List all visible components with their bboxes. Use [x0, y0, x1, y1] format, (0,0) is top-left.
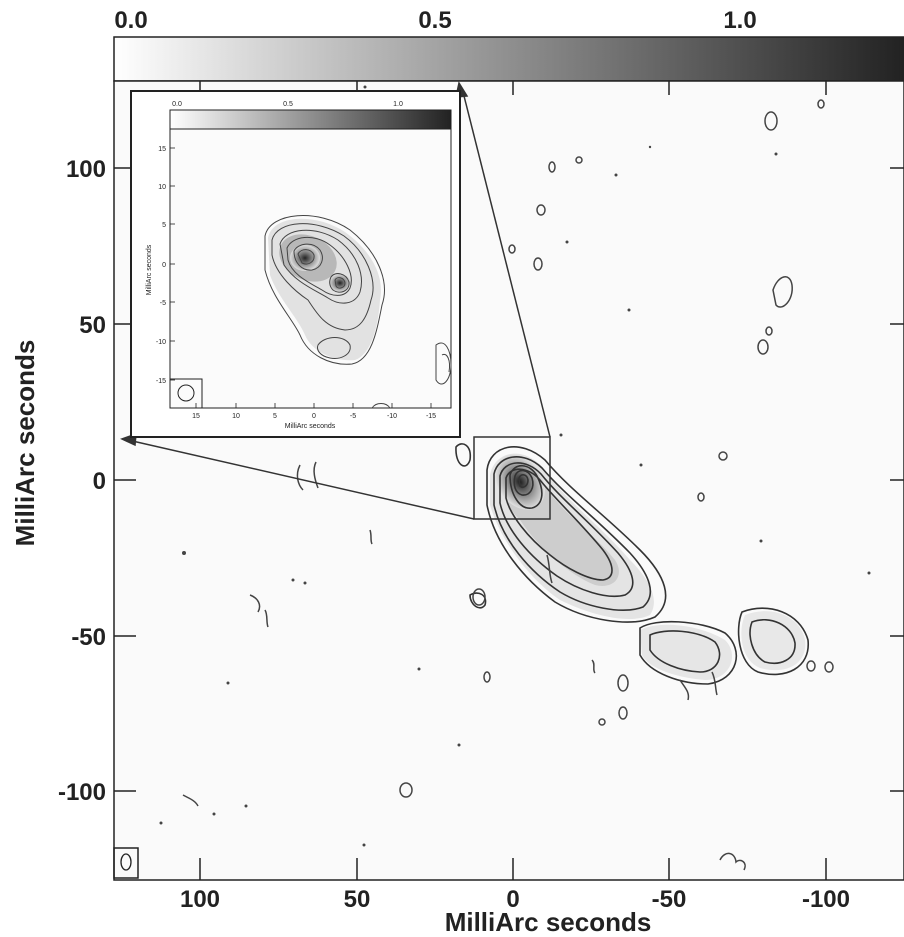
colorbar-tick-label: 1.0: [723, 7, 756, 34]
inset-y-tick-label: 15: [158, 146, 166, 153]
inset-y-tick-label: 5: [162, 222, 166, 229]
inset-x-tick-label: 5: [273, 413, 277, 420]
y-tick-label: 100: [66, 156, 106, 183]
inset-colorbar-tick-label: 0.0: [172, 101, 182, 108]
inset-x-tick-label: 10: [232, 413, 240, 420]
colorbar-gradient: [113, 36, 904, 82]
x-tick-label: -100: [802, 886, 850, 913]
jet-contours: [455, 443, 809, 685]
x-tick-label: 0: [506, 886, 519, 913]
inset-axis-ticks: [170, 147, 432, 408]
y-tick-label: -50: [71, 624, 106, 651]
inset-colorbar-tick-label: 1.0: [393, 101, 403, 108]
inset-y-tick-label: -10: [156, 339, 166, 346]
beam-ellipse: [120, 853, 132, 871]
x-axis-title: MilliArc seconds: [445, 907, 652, 937]
inset-y-tick-label: -15: [156, 378, 166, 385]
x-tick-label: 100: [180, 886, 220, 913]
inset-colorbar-tick-label: 0.5: [283, 101, 293, 108]
inset-colorbar: [169, 109, 452, 130]
zoom-connectors: [120, 81, 551, 520]
inset-x-tick-label: 0: [312, 413, 316, 420]
y-tick-label: 0: [93, 468, 106, 495]
zoom-box: [473, 436, 551, 520]
inset-contours: [264, 215, 452, 409]
main-axis-ticks: [114, 81, 904, 880]
inset-beam-box: [169, 378, 203, 409]
jet-emission: [490, 453, 806, 680]
x-tick-label: -50: [652, 886, 687, 913]
colorbar: 0.0 0.5 1.0: [113, 7, 904, 82]
noise-contours: [182, 99, 834, 871]
colorbar-tick-label: 0.0: [114, 7, 147, 34]
inset-x-tick-label: 15: [192, 413, 200, 420]
y-axis-title: MilliArc seconds: [10, 340, 40, 547]
y-tick-label: -100: [58, 779, 106, 806]
inset-x-tick-label: -10: [387, 413, 397, 420]
inset-y-axis-title: MilliArc seconds: [146, 244, 153, 295]
beam-box: [113, 847, 139, 879]
colorbar-tick-label: 0.5: [418, 7, 451, 34]
inset-y-tick-label: -5: [160, 300, 166, 307]
inset-panel: 0.0 0.5 1.0 15 10 5 0 -5 -10 -15 15 10 5…: [130, 90, 461, 438]
inset-y-tick-label: 0: [162, 262, 166, 269]
y-tick-label: 50: [79, 312, 106, 339]
noise-specks: [159, 85, 871, 847]
inset-beam-circle: [177, 384, 195, 402]
inset-x-tick-label: -15: [426, 413, 436, 420]
x-tick-label: 50: [344, 886, 371, 913]
inset-x-axis-title: MilliArc seconds: [285, 423, 336, 430]
inset-x-tick-label: -5: [350, 413, 356, 420]
inset-y-tick-label: 10: [158, 184, 166, 191]
